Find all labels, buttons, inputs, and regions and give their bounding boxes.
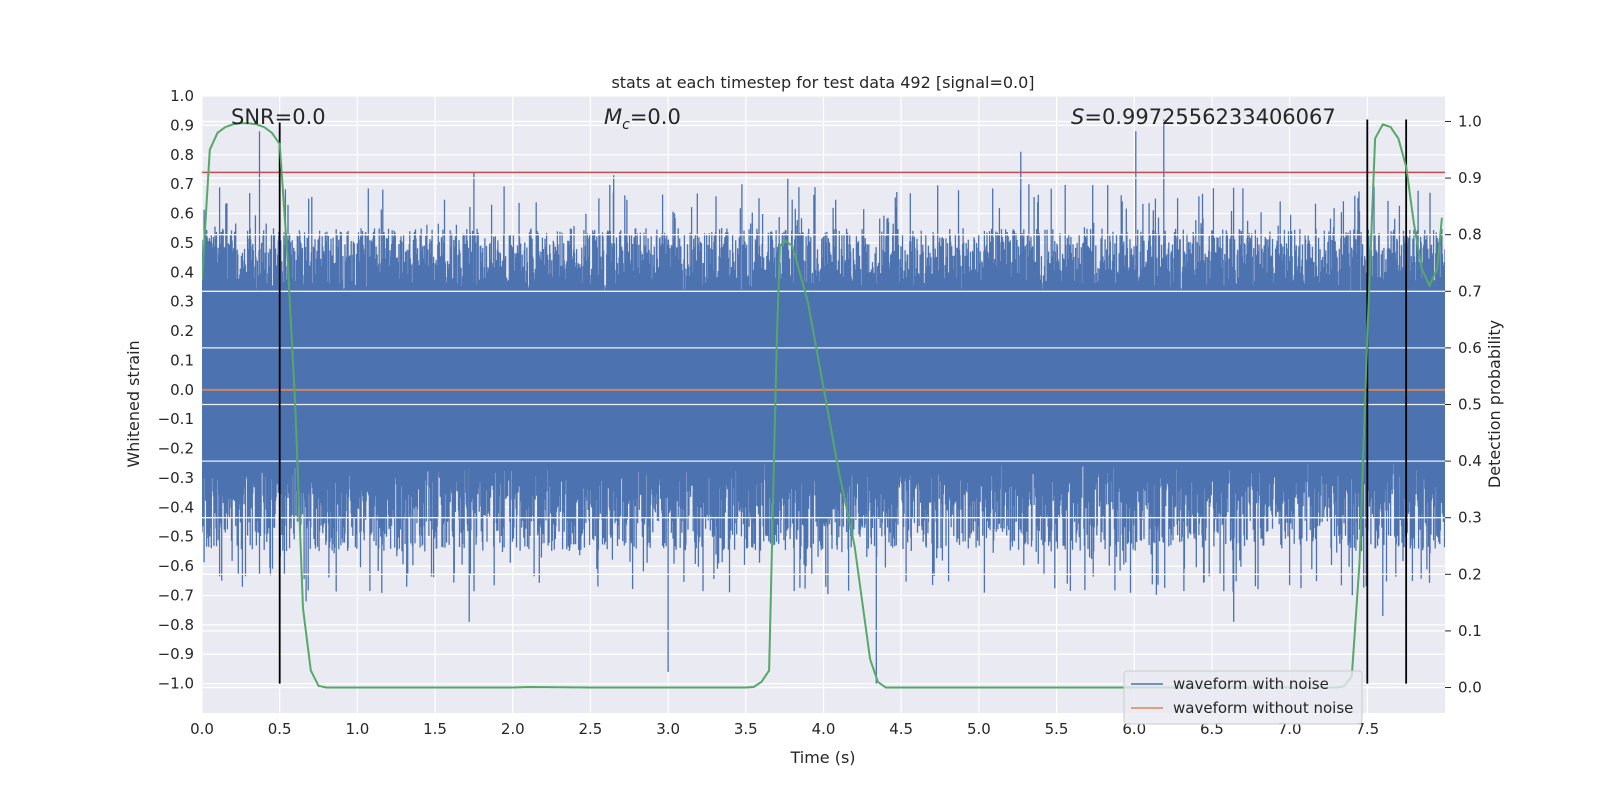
y2-tick-label: 0.0 xyxy=(1458,679,1482,697)
legend-label-noise: waveform with noise xyxy=(1173,675,1329,693)
y-tick-label: −0.8 xyxy=(158,616,194,634)
y2-axis-label: Detection probability xyxy=(1485,320,1504,488)
y2-tick-label: 0.2 xyxy=(1458,565,1482,583)
x-tick-label: 4.0 xyxy=(812,720,836,738)
y2-tick-label: 0.6 xyxy=(1458,339,1482,357)
x-tick-label: 3.0 xyxy=(656,720,680,738)
x-tick-label: 7.5 xyxy=(1355,720,1379,738)
y-tick-label: −0.5 xyxy=(158,528,194,546)
x-axis-label: Time (s) xyxy=(789,748,855,767)
snr-annotation: SNR=0.0 xyxy=(231,105,326,129)
y2-tick-label: 0.9 xyxy=(1458,169,1482,187)
y-tick-label: 0.3 xyxy=(170,293,194,311)
axes: 0.0 0.5 1.0 1.5 2.0 2.5 3.0 3.5 4.0 4.5 5.0 5.5 6.0 6… xyxy=(158,87,1482,738)
y-tick-label: 0.7 xyxy=(170,175,194,193)
y2-tick-label: 0.3 xyxy=(1458,509,1482,527)
y-tick-label: −0.4 xyxy=(158,498,194,516)
x-tick-label: 2.5 xyxy=(579,720,603,738)
y-tick-label: 0.1 xyxy=(170,351,194,369)
y2-tick-label: 1.0 xyxy=(1458,112,1482,130)
x-tick-label: 1.0 xyxy=(345,720,369,738)
y2-tick-label: 0.4 xyxy=(1458,452,1482,470)
y-tick-label: 0.5 xyxy=(170,234,194,252)
mc-annotation: Mc=0.0 xyxy=(604,105,681,133)
x-tick-label: 3.5 xyxy=(734,720,758,738)
x-tick-label: 0.5 xyxy=(268,720,292,738)
y-tick-label: 0.4 xyxy=(170,263,194,281)
series-layer xyxy=(202,119,1445,689)
y-tick-label: −0.9 xyxy=(158,645,194,663)
y-tick-label: 1.0 xyxy=(170,87,194,105)
y-tick-label: −0.6 xyxy=(158,557,194,575)
x-tick-label: 1.5 xyxy=(423,720,447,738)
y-tick-label: 0.9 xyxy=(170,116,194,134)
x-tick-label: 2.0 xyxy=(501,720,525,738)
y-tick-label: 0.8 xyxy=(170,146,194,164)
y-tick-label: 0.0 xyxy=(170,381,194,399)
y2-tick-label: 0.8 xyxy=(1458,226,1482,244)
legend-box xyxy=(1123,670,1363,725)
y-tick-label: −0.1 xyxy=(158,410,194,428)
y-tick-label: −0.7 xyxy=(158,586,194,604)
y-tick-label: −0.2 xyxy=(158,440,194,458)
noise-waveform-core xyxy=(202,292,1445,464)
y-tick-label: 0.6 xyxy=(170,205,194,223)
mc-subscript: c xyxy=(622,117,630,133)
y-tick-label: −0.3 xyxy=(158,469,194,487)
mc-value: =0.0 xyxy=(630,105,681,129)
s-symbol: S xyxy=(1071,105,1084,129)
x-tick-label: 5.5 xyxy=(1045,720,1069,738)
x-tick-label: 0.0 xyxy=(190,720,214,738)
legend: waveform with noise waveform without noi… xyxy=(1123,670,1363,725)
y2-tick-label: 0.5 xyxy=(1458,396,1482,414)
y-axis-label: Whitened strain xyxy=(124,340,143,467)
y2-tick-label: 0.1 xyxy=(1458,622,1482,640)
s-value: =0.9972556233406067 xyxy=(1084,105,1335,129)
chart-title: stats at each timestep for test data 492… xyxy=(611,73,1034,92)
x-tick-label: 5.0 xyxy=(967,720,991,738)
probability-line xyxy=(202,122,1443,689)
legend-label-clean: waveform without noise xyxy=(1173,699,1353,717)
y-tick-label: 0.2 xyxy=(170,322,194,340)
y2-tick-label: 0.7 xyxy=(1458,282,1482,300)
y-tick-label: −1.0 xyxy=(158,675,194,693)
x-tick-label: 4.5 xyxy=(889,720,913,738)
s-annotation: S=0.9972556233406067 xyxy=(1071,105,1336,129)
mc-symbol: M xyxy=(604,105,622,129)
